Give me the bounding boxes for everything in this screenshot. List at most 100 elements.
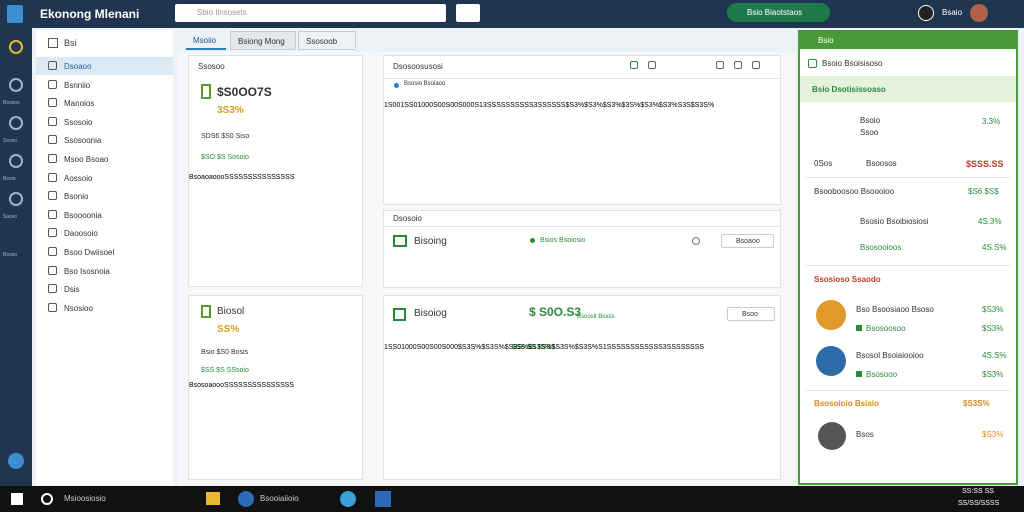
nav-item[interactable]: Bso Isosnoia bbox=[36, 262, 173, 280]
nav-item[interactable]: Ssosoonia bbox=[36, 131, 173, 149]
search-box[interactable]: Sbio Ilnsosets bbox=[175, 4, 446, 22]
card-title: Bisoiog bbox=[414, 308, 447, 319]
row-label: $S3% bbox=[658, 102, 678, 109]
nav-label: Bsonio bbox=[64, 192, 89, 202]
billing-card: Bisoiog $ S0O.S3 Bsoosit Bioois Bsoo $SS $S … bbox=[383, 295, 781, 480]
toolbar-icon[interactable] bbox=[716, 61, 724, 69]
card-change: SS% bbox=[217, 324, 240, 335]
dropdown-label: Bsoaoo bbox=[736, 238, 760, 245]
status-card: Dsosoio Bisoing Bsios Bsoiosio Bsoaoo bbox=[383, 210, 781, 288]
x-tick-label: SSS bbox=[266, 382, 281, 389]
search-button[interactable] bbox=[456, 4, 480, 22]
row-label: $S3% bbox=[565, 102, 585, 109]
app-label: Bsooiaiioio bbox=[260, 494, 299, 503]
sidebar-title: Bsi bbox=[64, 38, 77, 48]
tag-icon bbox=[856, 325, 862, 331]
refresh-icon[interactable] bbox=[692, 237, 700, 245]
pie-label: $S3S% bbox=[690, 102, 715, 109]
person-name: Bsosol Bsoiaiooioo bbox=[856, 351, 924, 360]
y-tick-label: 1SS0 bbox=[384, 344, 402, 351]
small-button[interactable]: Bsoo bbox=[727, 307, 775, 321]
x-tick-label: SS bbox=[556, 102, 566, 109]
x-tick-label: SS bbox=[233, 382, 243, 389]
nav-item[interactable]: Bsoo Dwiisoel bbox=[36, 243, 173, 261]
dropdown[interactable]: Bsoaoo bbox=[721, 234, 774, 248]
edge-icon[interactable] bbox=[340, 491, 356, 507]
y-tick-label: 0 bbox=[470, 102, 475, 109]
start-button[interactable] bbox=[11, 493, 23, 505]
y-tick-label: 1000 bbox=[401, 344, 417, 351]
nav-item[interactable]: Nsosioo bbox=[36, 299, 173, 317]
avatar[interactable] bbox=[918, 5, 934, 21]
toolbar-icon[interactable] bbox=[752, 61, 760, 69]
folder-icon[interactable] bbox=[206, 492, 220, 505]
rail-icon[interactable] bbox=[9, 116, 23, 130]
mid-label: $S3S% bbox=[458, 344, 482, 351]
mid-label: $S3S% bbox=[504, 344, 529, 351]
y-tick-label: S00 bbox=[445, 102, 458, 109]
nav-item[interactable]: Aossoio bbox=[36, 169, 173, 187]
x-tick-label: SSS bbox=[242, 382, 257, 389]
nav-item[interactable]: Dsoaoo bbox=[36, 57, 173, 75]
tab[interactable]: Ssosoob bbox=[298, 31, 356, 50]
x-tick-label: SSS bbox=[243, 174, 258, 181]
rail-icon[interactable] bbox=[9, 192, 23, 206]
section: Bsio Dsotisissoaso bbox=[800, 76, 1016, 102]
y-tick-label: S00 bbox=[441, 344, 455, 351]
rail-icon[interactable] bbox=[9, 78, 23, 92]
search-icon[interactable] bbox=[41, 493, 53, 505]
overview-card: Dsosoosusosi Bsosio Bsoiaoo 1S001SS01000S0… bbox=[383, 55, 781, 205]
nav-item[interactable]: Bsoooonia bbox=[36, 206, 173, 224]
legend-label: Bsoaoaooo bbox=[189, 174, 225, 181]
nav-icon bbox=[48, 61, 57, 70]
person-name: Bsos bbox=[856, 430, 874, 439]
panel-title: Bsio bbox=[818, 36, 834, 45]
nav-label: Dsoaoo bbox=[64, 62, 92, 71]
donut-title: Bsosio Bsoibiosiosi bbox=[860, 217, 929, 226]
help-icon[interactable] bbox=[8, 453, 24, 469]
nav-item[interactable]: Dsis bbox=[36, 280, 173, 298]
rail-label: Bsoso bbox=[3, 252, 17, 258]
section-title: Bsio Dsotisissoaso bbox=[812, 85, 886, 94]
chart-sub: $SS $S $SSS bbox=[512, 344, 556, 351]
x-tick-label: SSS bbox=[620, 344, 635, 351]
rail-icon[interactable] bbox=[9, 154, 23, 168]
nav-item[interactable]: Ssosoio bbox=[36, 113, 173, 131]
tab[interactable]: Bsiong Mong bbox=[230, 31, 296, 50]
x-tick-label: SS bbox=[256, 382, 267, 389]
nav-item[interactable]: Bsnniio bbox=[36, 76, 173, 94]
nav-icon bbox=[48, 284, 57, 294]
app-title: Ekonong Mlenani bbox=[40, 7, 140, 21]
stat: Bsoosos bbox=[866, 159, 897, 168]
x-tick-label: SS bbox=[634, 344, 645, 351]
cta-button[interactable]: Bsio Biaotstaos bbox=[727, 3, 830, 22]
toolbar-icon[interactable] bbox=[648, 61, 656, 69]
card-title: Ssosoo bbox=[198, 62, 225, 71]
legend-dot bbox=[394, 83, 399, 88]
chart: BsosoaoooSSSSSSSSSSSSSSS bbox=[189, 374, 294, 392]
toolbar-icon[interactable] bbox=[630, 61, 638, 69]
mid-label: $S3S% bbox=[551, 344, 575, 351]
card-title: Biosol bbox=[217, 306, 245, 317]
x-tick-label: SS bbox=[224, 382, 234, 389]
store-icon[interactable] bbox=[375, 491, 391, 507]
tab[interactable]: Msoiio bbox=[186, 31, 226, 50]
toolbar-icon[interactable] bbox=[734, 61, 742, 69]
mid-label: $S3S% bbox=[528, 344, 552, 351]
avatar[interactable] bbox=[970, 4, 988, 22]
nav-item[interactable]: Bsonio bbox=[36, 187, 173, 205]
nav-item[interactable]: Msoo Bsoao bbox=[36, 150, 173, 168]
donut-pct: 4S.3% bbox=[978, 217, 1002, 226]
nav-item[interactable]: Manoios bbox=[36, 94, 173, 112]
nav-item[interactable]: Daoosoio bbox=[36, 224, 173, 242]
x-tick-label: SS bbox=[257, 174, 267, 181]
rail-icon[interactable] bbox=[9, 40, 23, 54]
rail-label: Ssoso bbox=[3, 138, 17, 144]
donut-sub: Bsosooioos bbox=[860, 243, 902, 252]
x-tick-label: SS bbox=[611, 344, 621, 351]
tab-label: Ssosoob bbox=[306, 37, 338, 46]
row-status: Bsios Bsoiosio bbox=[540, 237, 586, 244]
app-icon[interactable] bbox=[238, 491, 254, 507]
x-tick-label: SSS bbox=[542, 102, 557, 109]
x-tick-label: SS bbox=[486, 102, 497, 109]
